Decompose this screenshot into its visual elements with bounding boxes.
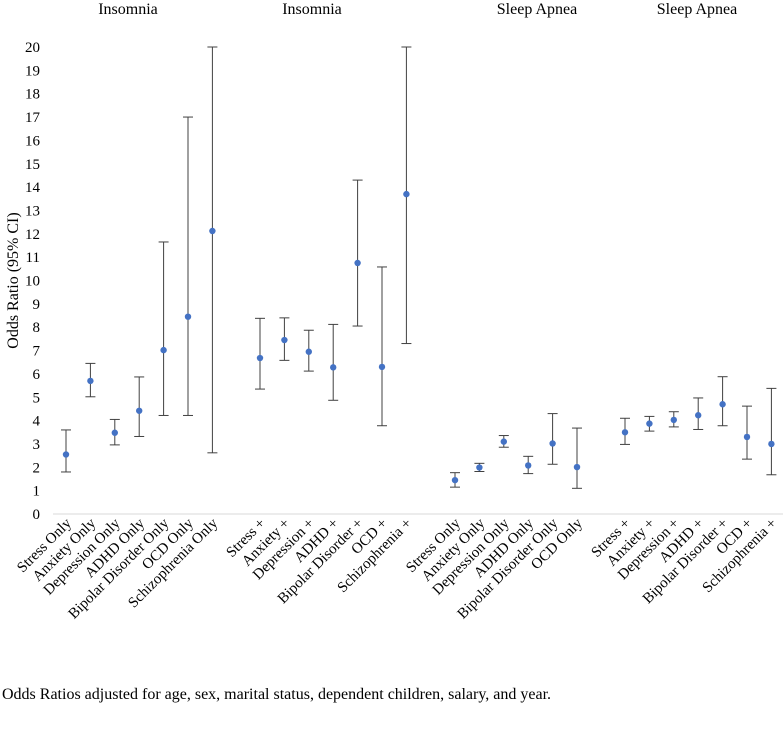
data-point bbox=[525, 462, 532, 469]
data-point bbox=[768, 440, 775, 448]
data-point bbox=[256, 354, 264, 362]
y-tick-label: 14 bbox=[25, 180, 41, 196]
group-title: Sleep Apnea bbox=[657, 1, 737, 18]
group-title: Sleep Apnea bbox=[497, 1, 577, 18]
y-tick-label: 8 bbox=[33, 320, 41, 336]
data-point bbox=[305, 348, 312, 355]
y-tick-label: 2 bbox=[33, 460, 41, 476]
y-tick-label: 4 bbox=[33, 414, 41, 430]
data-point bbox=[330, 364, 337, 371]
y-tick-label: 5 bbox=[33, 390, 41, 406]
data-point bbox=[136, 407, 143, 414]
data-point bbox=[209, 227, 216, 235]
y-tick-label: 17 bbox=[25, 110, 41, 126]
y-tick-label: 11 bbox=[26, 250, 40, 266]
data-point bbox=[354, 259, 361, 267]
data-point bbox=[500, 438, 507, 445]
y-tick-label: 19 bbox=[25, 63, 40, 79]
data-point bbox=[573, 463, 581, 471]
data-point bbox=[476, 464, 483, 471]
data-point bbox=[87, 377, 94, 385]
data-point bbox=[646, 420, 653, 427]
footnote: Odds Ratios adjusted for age, sex, marit… bbox=[2, 686, 552, 703]
data-point bbox=[451, 476, 459, 484]
group-title: Insomnia bbox=[98, 1, 158, 18]
data-point bbox=[62, 451, 70, 458]
y-tick-label: 12 bbox=[25, 227, 40, 243]
y-tick-label: 3 bbox=[33, 437, 41, 453]
y-tick-label: 9 bbox=[33, 297, 41, 313]
data-point bbox=[281, 336, 288, 344]
y-tick-label: 13 bbox=[25, 203, 40, 219]
data-point bbox=[719, 401, 726, 408]
data-point bbox=[695, 412, 702, 419]
data-point bbox=[184, 313, 192, 320]
y-tick-label: 10 bbox=[25, 274, 40, 290]
y-tick-label: 6 bbox=[33, 367, 41, 383]
y-tick-label: 15 bbox=[25, 157, 40, 173]
y-tick-label: 7 bbox=[33, 344, 41, 360]
data-point bbox=[403, 190, 410, 198]
data-point bbox=[549, 440, 556, 447]
data-point bbox=[743, 433, 751, 441]
y-tick-label: 20 bbox=[25, 40, 40, 56]
group-title: Insomnia bbox=[282, 1, 342, 18]
y-tick-label: 18 bbox=[25, 87, 40, 103]
y-tick-label: 16 bbox=[25, 133, 41, 149]
y-axis-label: Odds Ratio (95% CI) bbox=[5, 212, 22, 348]
y-tick-label: 1 bbox=[33, 484, 41, 500]
y-tick-label: 0 bbox=[33, 507, 41, 523]
data-point bbox=[621, 429, 629, 436]
data-point bbox=[111, 429, 119, 436]
data-point bbox=[160, 346, 167, 354]
data-point bbox=[670, 416, 677, 424]
data-point bbox=[378, 363, 386, 371]
